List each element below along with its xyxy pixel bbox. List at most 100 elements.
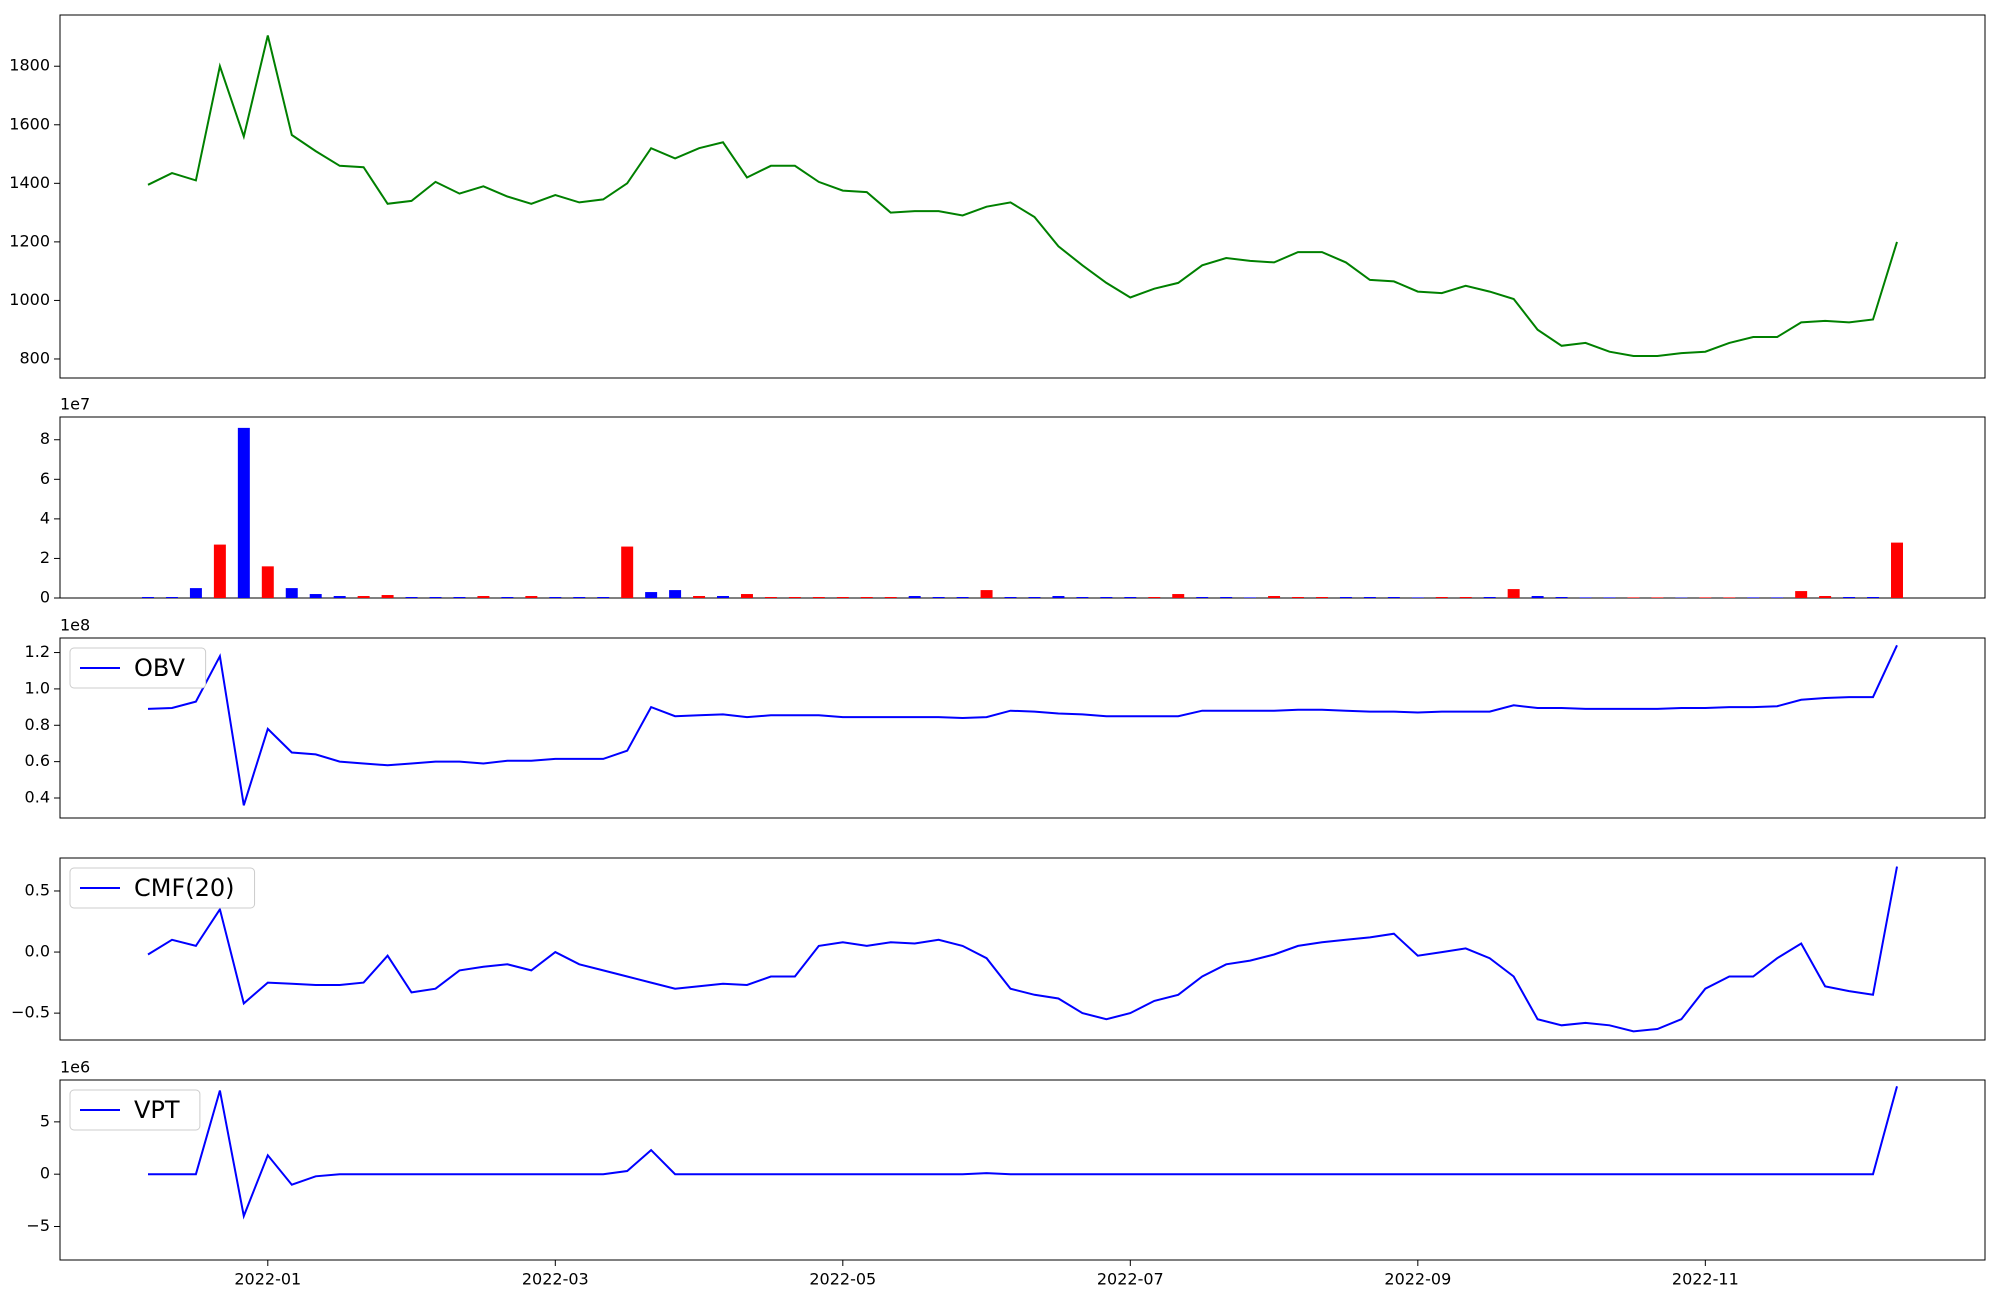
bar (142, 597, 154, 598)
plot-frame (59, 416, 1986, 599)
bar (1292, 597, 1305, 598)
bar (1891, 542, 1903, 598)
bar (1028, 597, 1041, 598)
bar (1627, 597, 1640, 598)
bar (1196, 597, 1209, 598)
y-tick-label: 1800 (9, 56, 50, 75)
bar (405, 597, 418, 598)
bar (1435, 597, 1448, 598)
bar (1507, 589, 1520, 598)
bar (501, 597, 514, 598)
bar (980, 590, 993, 598)
bar (1004, 597, 1017, 598)
bar (1411, 597, 1424, 598)
bar (1124, 597, 1137, 598)
bar (429, 597, 442, 598)
bar (1579, 597, 1592, 598)
plot-frame (59, 637, 1986, 819)
y-tick-label: 5 (40, 1111, 50, 1130)
y-tick-label: 6 (40, 469, 50, 488)
bar (333, 596, 346, 598)
bar (764, 597, 777, 598)
x-tick-label: 2022-07 (1097, 1270, 1164, 1289)
bar (1531, 596, 1544, 598)
bar (1100, 597, 1113, 598)
plot-frame (59, 1079, 1986, 1261)
x-tick-label: 2022-01 (234, 1270, 301, 1289)
bar (812, 597, 825, 598)
bar (1819, 596, 1832, 598)
bar (261, 566, 274, 598)
bar (884, 597, 897, 598)
y-tick-label: 0.4 (25, 788, 50, 807)
y-tick-label: 1.2 (25, 642, 50, 661)
bar (549, 597, 562, 598)
y-tick-label: 0.0 (25, 942, 50, 961)
line-series (147, 35, 1898, 357)
bar (908, 596, 921, 598)
legend-box (69, 647, 207, 689)
y-tick-label: 0.6 (25, 751, 50, 770)
bar (381, 595, 394, 598)
bar (693, 596, 706, 598)
y-tick-label: 1400 (9, 173, 50, 192)
bar (788, 597, 801, 598)
bar (956, 597, 969, 598)
y-tick-label: 8 (40, 429, 50, 448)
legend-box (69, 1089, 201, 1131)
bar (1363, 597, 1376, 598)
bar (1723, 597, 1736, 598)
bar (1315, 597, 1328, 598)
x-tick-label: 2022-03 (522, 1270, 589, 1289)
bar (357, 596, 370, 598)
x-tick-label: 2022-05 (809, 1270, 876, 1289)
y-tick-label: −5 (26, 1216, 50, 1235)
bar (1148, 597, 1161, 598)
bar (1867, 597, 1880, 598)
plot-frame (59, 857, 1986, 1041)
bar (1795, 591, 1808, 598)
y-tick-label: 0 (40, 588, 50, 607)
bar (1387, 597, 1400, 598)
bar (1651, 597, 1664, 598)
x-tick-label: 2022-11 (1672, 1270, 1739, 1289)
plot-frame (59, 14, 1986, 379)
bar (740, 594, 753, 598)
bar (213, 544, 226, 598)
legend-label: OBV (134, 654, 186, 682)
bar (309, 594, 322, 598)
axis-offset: 1e8 (60, 616, 90, 635)
bar (860, 597, 873, 598)
axis-offset: 1e7 (60, 395, 90, 414)
bar (932, 597, 945, 598)
bar (669, 590, 682, 598)
line-series (147, 644, 1898, 806)
legend-label: CMF(20) (134, 874, 235, 902)
y-tick-label: 1200 (9, 231, 50, 250)
bar (1076, 597, 1089, 598)
y-tick-label: 0.8 (25, 715, 50, 734)
bar (573, 597, 586, 598)
bar (1244, 597, 1257, 598)
y-tick-label: 1.0 (25, 678, 50, 697)
bar (645, 592, 658, 598)
bar (189, 588, 202, 598)
bar (1339, 597, 1352, 598)
y-tick-label: 0.5 (25, 880, 50, 899)
bar (836, 597, 849, 598)
bar (1172, 594, 1185, 598)
bar (525, 596, 538, 598)
bar (1771, 597, 1784, 598)
bar (621, 546, 634, 598)
legend-box (69, 867, 256, 909)
y-tick-label: 4 (40, 508, 50, 527)
bar (165, 597, 178, 598)
bar (285, 588, 298, 598)
y-tick-label: −0.5 (11, 1003, 50, 1022)
bar (1555, 597, 1568, 598)
bar (1483, 597, 1496, 598)
line-series (148, 1086, 1898, 1220)
y-tick-label: 800 (19, 348, 50, 367)
axis-offset: 1e6 (60, 1058, 90, 1077)
